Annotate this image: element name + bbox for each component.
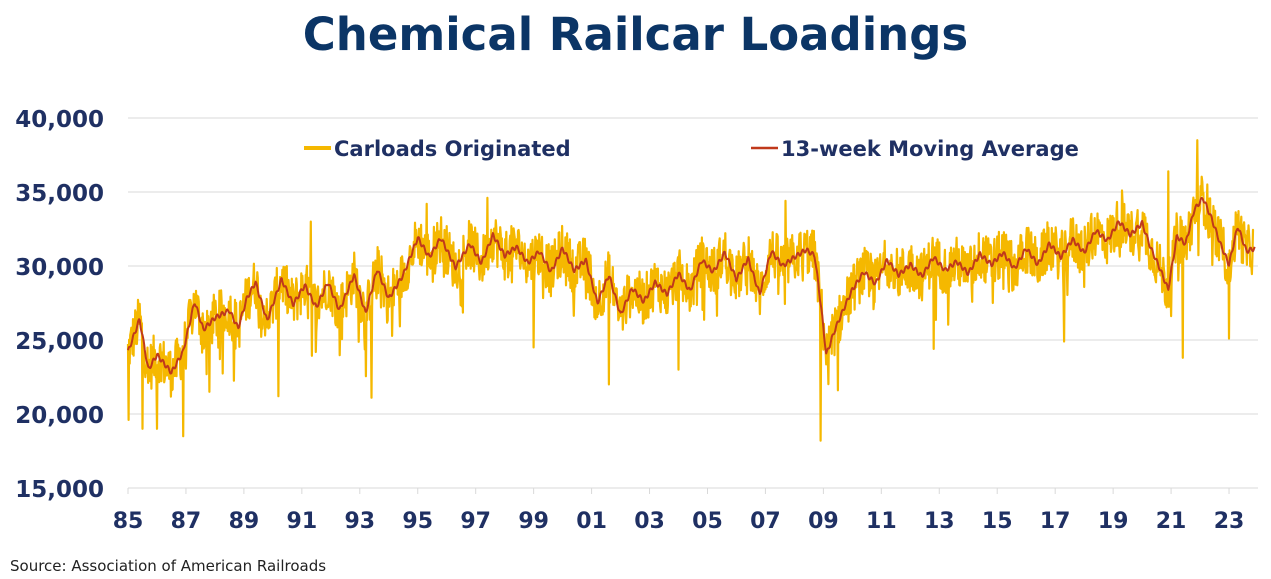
series-moving-average-line xyxy=(127,196,1256,375)
x-tick-label: 99 xyxy=(518,509,549,534)
x-tick-label: 23 xyxy=(1214,509,1245,534)
legend: Carloads Originated 13-week Moving Averag… xyxy=(304,137,1079,161)
y-tick-label: 35,000 xyxy=(15,181,104,207)
x-tick-label: 13 xyxy=(924,509,955,534)
x-tick-label: 11 xyxy=(866,509,897,534)
x-tick-label: 89 xyxy=(229,509,260,534)
x-tick-label: 97 xyxy=(460,509,491,534)
x-tick-label: 15 xyxy=(982,509,1013,534)
x-tick-label: 93 xyxy=(344,509,375,534)
x-tick-label: 09 xyxy=(808,509,839,534)
x-tick-label: 05 xyxy=(692,509,723,534)
x-tick-label: 01 xyxy=(576,509,607,534)
y-tick-label: 40,000 xyxy=(15,107,104,133)
x-tick-label: 21 xyxy=(1156,509,1187,534)
legend-label-moving-average: 13-week Moving Average xyxy=(781,137,1079,161)
y-tick-label: 30,000 xyxy=(15,255,104,281)
source-note: Source: Association of American Railroad… xyxy=(10,557,327,575)
x-tick-label: 17 xyxy=(1040,509,1071,534)
x-tick-label: 19 xyxy=(1098,509,1129,534)
legend-label-carloads: Carloads Originated xyxy=(334,137,571,161)
x-tick-label: 91 xyxy=(287,509,318,534)
x-tick-label: 85 xyxy=(113,509,144,534)
chart-title: Chemical Railcar Loadings xyxy=(302,8,969,61)
y-tick-label: 20,000 xyxy=(15,403,104,429)
y-tick-label: 25,000 xyxy=(15,329,104,355)
x-tick-label: 07 xyxy=(750,509,781,534)
y-tick-label: 15,000 xyxy=(15,477,104,503)
y-axis-ticks: 15,000 20,000 25,000 30,000 35,000 40,000 xyxy=(15,107,104,503)
plot-area xyxy=(126,139,1256,442)
x-tick-label: 87 xyxy=(171,509,202,534)
x-axis-ticks: 85 87 89 91 93 95 97 99 01 03 05 07 09 11 13 15 17 19 21 23 xyxy=(113,488,1245,534)
x-tick-label: 03 xyxy=(634,509,665,534)
x-tick-label: 95 xyxy=(402,509,433,534)
